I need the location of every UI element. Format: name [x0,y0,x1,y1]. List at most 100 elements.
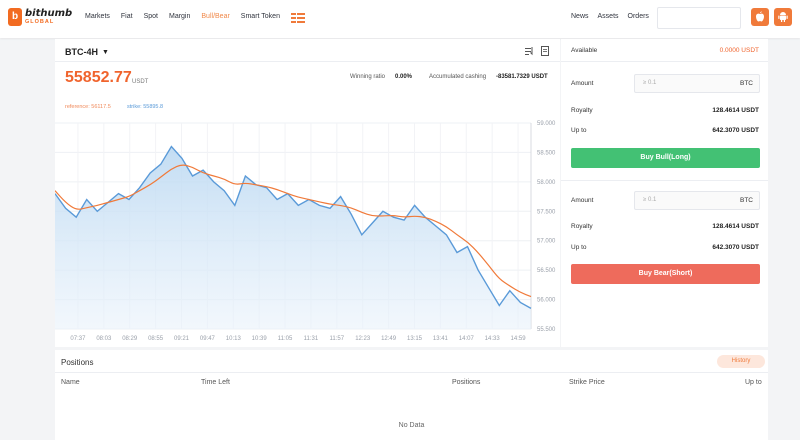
column-positions: Positions [452,379,481,386]
winning-ratio-label: Winning ratio [350,74,386,80]
chevron-down-icon: ▼ [102,48,109,56]
x-tick-label: 12:23 [355,336,371,342]
y-tick-label: 57.000 [537,239,556,245]
top-navigation-bar: b bithumb GLOBAL Markets Fiat Spot Margi… [0,0,800,38]
android-app-button[interactable] [774,8,792,26]
pair-selector[interactable]: BTC-4H ▼ [65,47,109,57]
divider [561,61,768,62]
reference-price: reference: 56117.5 [65,104,111,110]
apple-app-button[interactable] [751,8,769,26]
column-up-to: Up to [745,379,762,386]
nav-smart-token[interactable]: Smart Token [240,13,280,20]
x-tick-label: 08:29 [122,336,138,342]
bull-upto-label: Up to [571,127,587,134]
price-area [55,146,531,329]
y-tick-label: 57.500 [537,209,556,215]
x-tick-label: 14:07 [459,336,475,342]
bull-amount-label: Amount [571,80,594,87]
bull-royalty-value: 128.4614 USDT [712,107,759,114]
bear-amount-input[interactable]: ≥ 0.1 BTC [634,191,760,210]
moving-average-line [55,164,532,298]
bear-upto-label: Up to [571,244,587,251]
accumulated-cashing-value: -83581.7329 USDT [496,74,548,80]
bull-upto-value: 642.3070 USDT [712,127,759,134]
x-tick-label: 13:15 [407,336,423,342]
available-value: 0.0000 USDT [719,47,759,54]
x-tick-label: 12:49 [381,336,397,342]
bull-amount-placeholder: ≥ 0.1 [643,80,657,86]
main-nav: Markets Fiat Spot Margin Bull/Bear Smart… [85,13,305,23]
divider [55,372,768,373]
bear-amount-label: Amount [571,197,594,204]
price-unit: USDT [132,79,149,85]
current-price: 55852.77 [65,69,132,86]
brand-text: bithumb GLOBAL [25,7,73,26]
x-tick-label: 11:05 [278,336,293,342]
column-name: Name [61,379,80,386]
rules-icon[interactable] [540,46,550,56]
apple-icon [756,11,764,22]
chart-panel: BTC-4H ▼ 55852.77 USDT Winning ratio 0.0… [55,39,560,347]
nav-margin[interactable]: Margin [168,13,191,20]
divider [55,61,560,62]
divider [561,180,768,181]
bithumb-logo-icon: b [8,8,22,26]
y-tick-label: 56.000 [537,298,556,304]
bear-upto-row: Up to 642.3070 USDT [571,244,759,251]
nav-spot[interactable]: Spot [143,13,158,20]
bull-amount-input[interactable]: ≥ 0.1 BTC [634,74,760,93]
bear-amount-placeholder: ≥ 0.1 [643,197,657,203]
positions-panel: Positions History Name Time Left Positio… [55,350,768,440]
x-tick-label: 07:37 [70,336,86,342]
brand-logo[interactable]: b bithumb GLOBAL [8,8,72,26]
user-nav: News Assets Orders [571,13,658,20]
bear-royalty-row: Royalty 128.4614 USDT [571,223,759,230]
empty-state: No Data [398,422,425,429]
column-strike-price: Strike Price [569,379,605,386]
buy-bull-button[interactable]: Buy Bull(Long) [571,148,760,168]
more-menu-icon[interactable] [290,13,305,23]
pair-label: BTC-4H [65,47,98,57]
x-tick-label: 08:55 [148,336,164,342]
bear-upto-value: 642.3070 USDT [712,244,759,251]
x-tick-label: 09:21 [174,336,190,342]
y-tick-label: 59.000 [537,121,556,127]
account-box[interactable] [657,7,741,29]
nav-bull-bear[interactable]: Bull/Bear [201,13,230,20]
positions-title: Positions [61,358,94,367]
column-time-left: Time Left [201,379,230,386]
nav-markets[interactable]: Markets [85,13,110,20]
bull-upto-row: Up to 642.3070 USDT [571,127,759,134]
indicator-icon[interactable] [524,46,534,56]
bull-royalty-row: Royalty 128.4614 USDT [571,107,759,114]
y-tick-label: 55.500 [537,327,556,333]
winning-ratio-value: 0.00% [395,74,413,80]
y-tick-label: 56.500 [537,268,556,274]
price-chart[interactable]: 59.000 58.500 58.000 57.500 57.000 56.500 56.0… [55,119,560,347]
x-tick-label: 11:31 [304,336,319,342]
nav-orders[interactable]: Orders [627,13,649,20]
bull-royalty-label: Royalty [571,107,593,114]
order-panel: Available 0.0000 USDT Amount ≥ 0.1 BTC R… [561,39,768,347]
x-tick-label: 09:47 [200,336,216,342]
nav-assets[interactable]: Assets [597,13,619,20]
strike-price: strike: 55895.8 [127,104,164,110]
x-tick-label: 11:57 [330,336,345,342]
brand-sub: GLOBAL [25,18,55,25]
available-row: Available 0.0000 USDT [571,47,759,54]
x-tick-label: 08:03 [96,336,112,342]
nav-news[interactable]: News [571,13,589,20]
available-label: Available [571,47,598,54]
bear-amount-row: Amount [571,197,759,204]
history-button[interactable]: History [717,355,765,368]
nav-fiat[interactable]: Fiat [120,13,133,20]
accumulated-cashing-label: Accumulated cashing [429,74,487,80]
bull-amount-unit: BTC [740,80,753,87]
bull-amount-row: Amount [571,80,759,87]
x-tick-label: 13:41 [433,336,449,342]
x-tick-label: 14:59 [511,336,527,342]
brand-name: bithumb [25,7,73,19]
y-tick-label: 58.500 [537,150,556,156]
buy-bear-button[interactable]: Buy Bear(Short) [571,264,760,284]
android-icon [778,12,788,22]
